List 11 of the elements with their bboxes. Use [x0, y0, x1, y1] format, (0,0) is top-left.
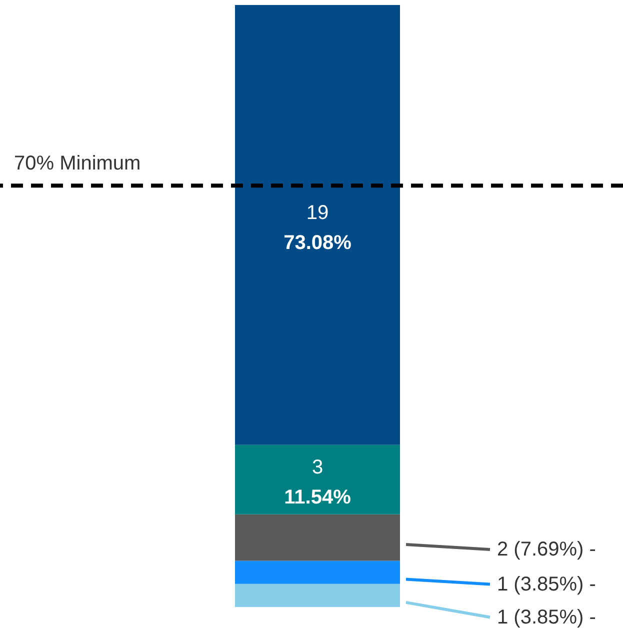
data-label: 2 (7.69%) - — [497, 538, 596, 561]
data-label: 1 (3.85%) - — [497, 573, 596, 596]
data-label: 1 (3.85%) - — [497, 606, 596, 628]
ref-line-label: 70% Minimum — [14, 152, 141, 175]
bar — [235, 444, 400, 514]
bar — [235, 560, 400, 584]
text: 19 73.08% — [284, 202, 352, 254]
bar — [235, 5, 400, 445]
bar — [235, 584, 400, 607]
text: 3 11.54% — [284, 456, 351, 509]
bar — [235, 514, 400, 561]
